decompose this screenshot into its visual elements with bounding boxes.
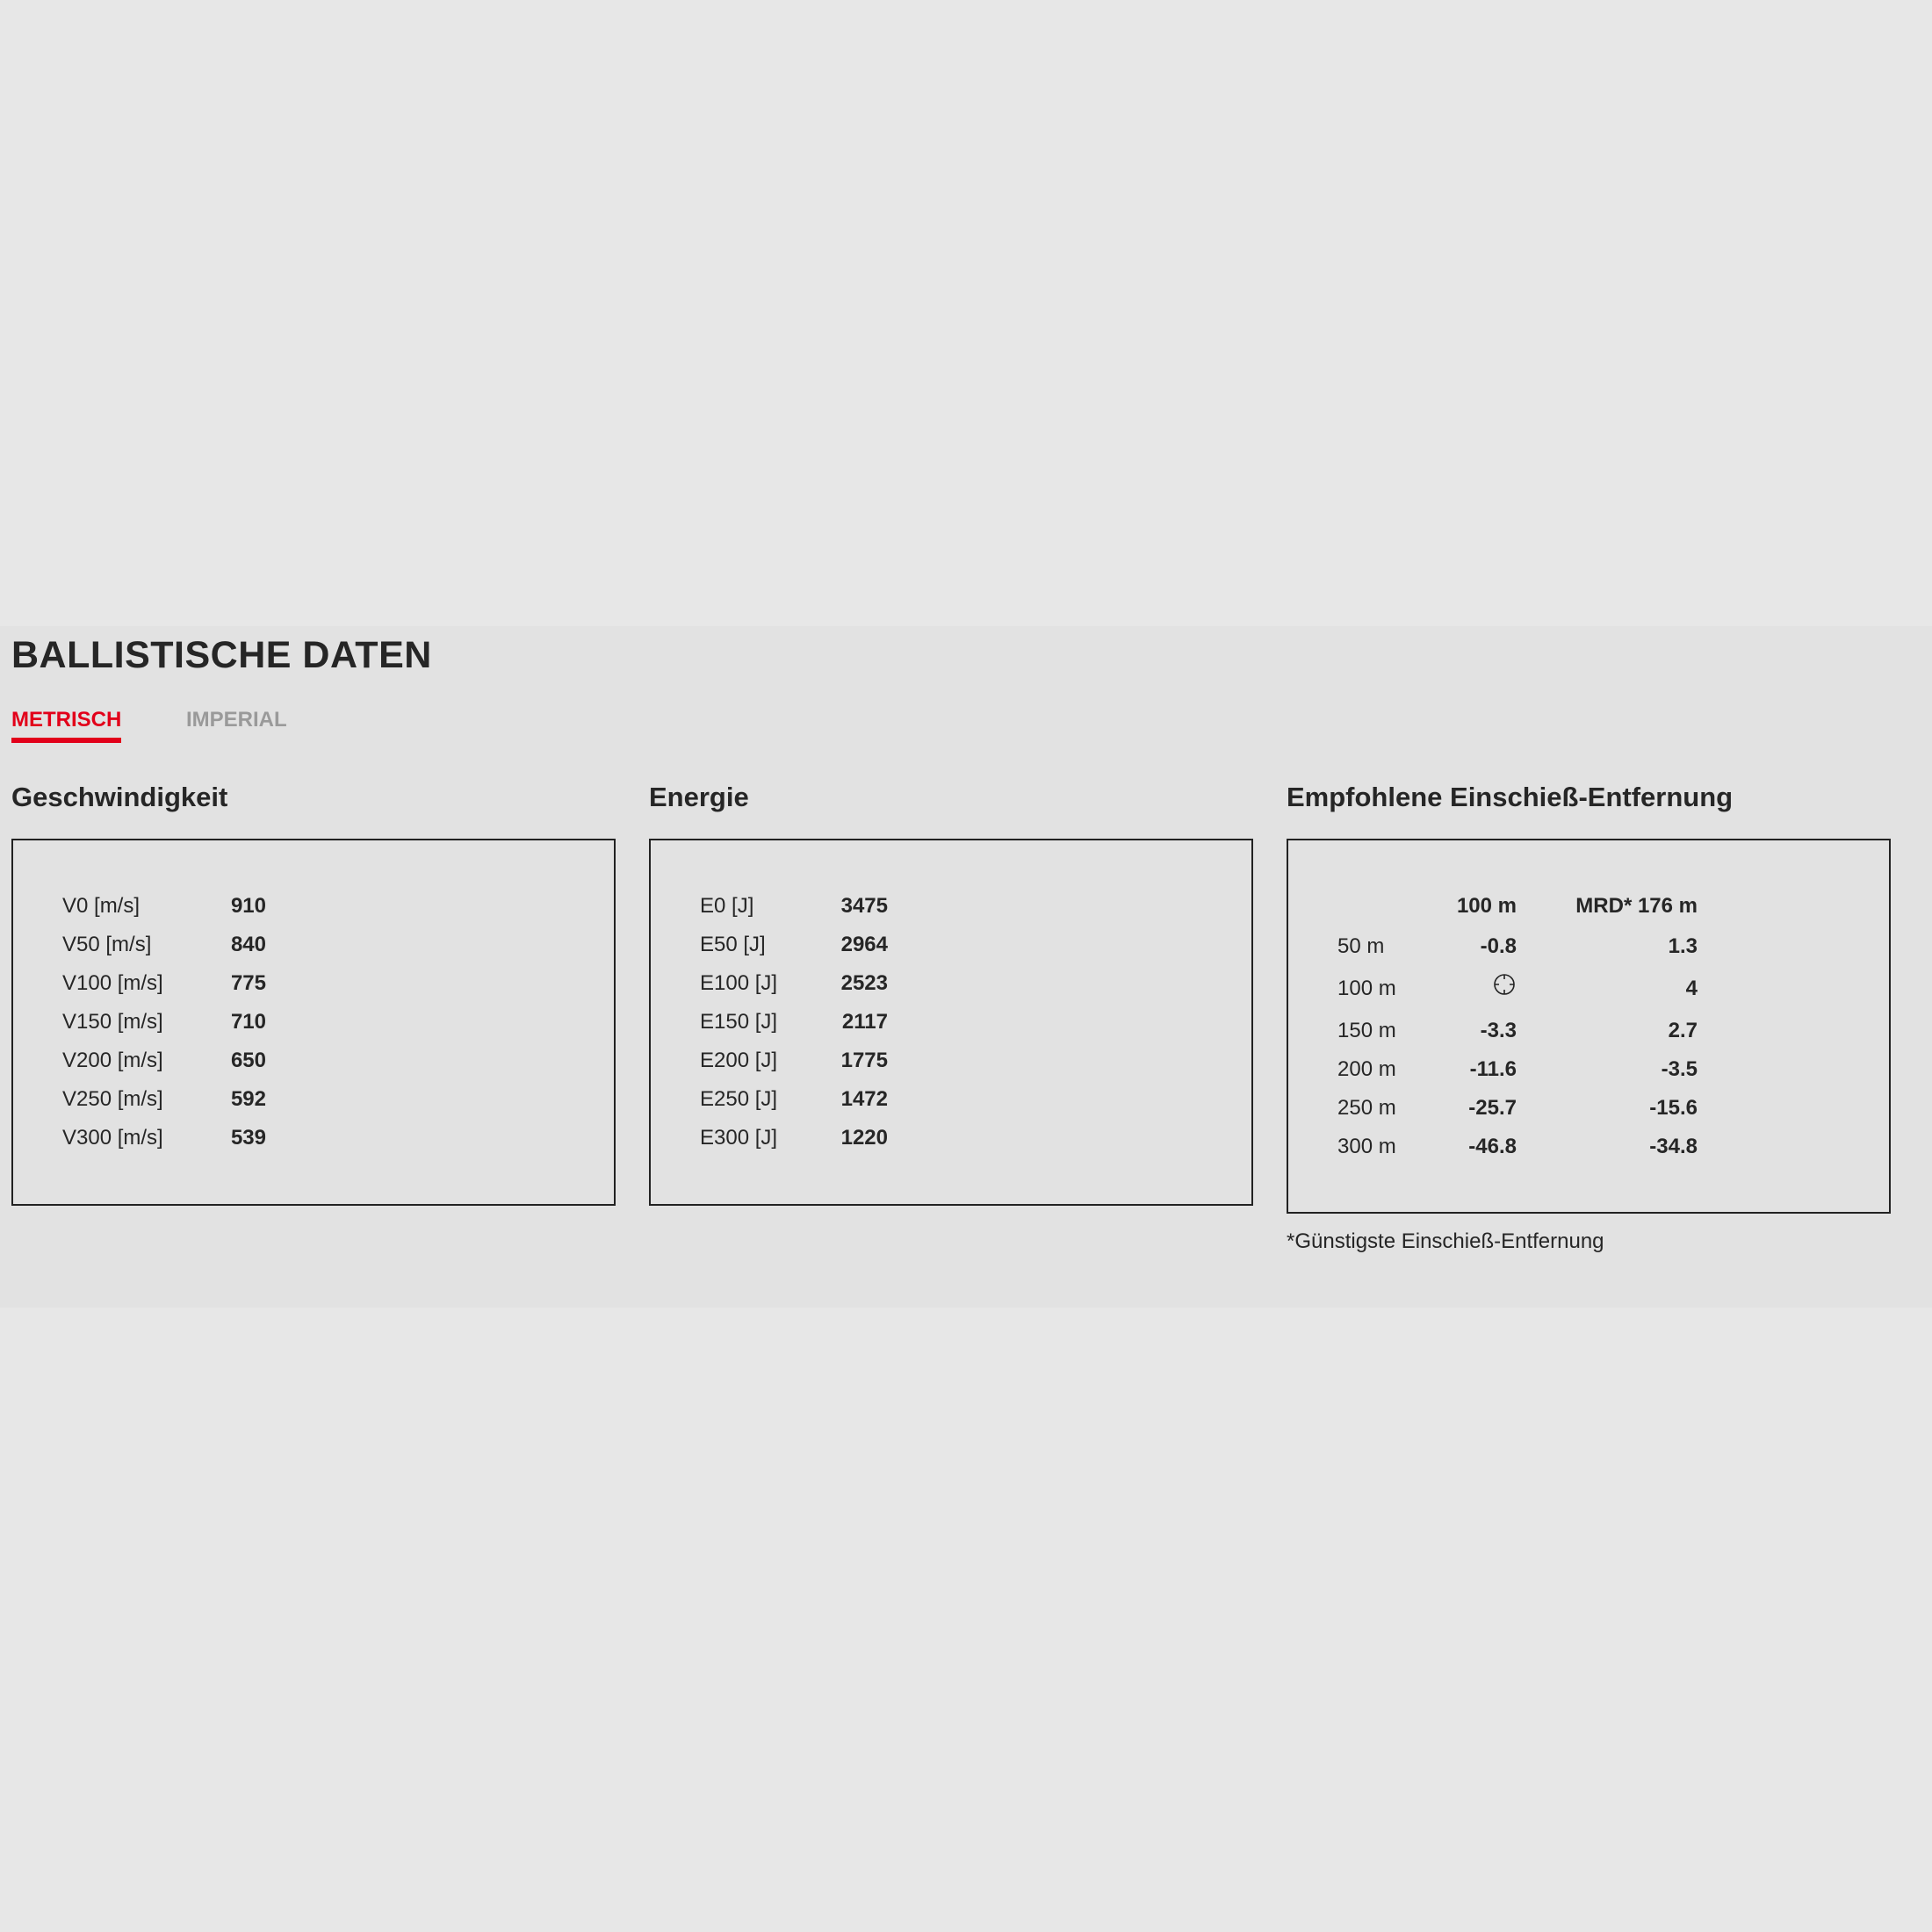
row-label: 200 m [1337, 1057, 1396, 1081]
row-label: E100 [J] [700, 971, 778, 995]
table-row: 300 m -46.8 -34.8 [1288, 1134, 1889, 1160]
table-row: V50 [m/s] 840 [13, 932, 614, 958]
energy-heading: Energie [649, 782, 749, 812]
row-label: E150 [J] [700, 1010, 778, 1034]
velocity-heading: Geschwindigkeit [11, 782, 228, 812]
cell-value: -3.3 [1480, 1019, 1517, 1042]
row-label: E200 [J] [700, 1049, 778, 1072]
row-label: V50 [m/s] [62, 933, 152, 956]
cell-value: -15.6 [1649, 1096, 1698, 1120]
table-row: 150 m -3.3 2.7 [1288, 1018, 1889, 1044]
table-header-row: 100 m MRD* 176 m [1288, 893, 1889, 919]
row-label: 150 m [1337, 1019, 1396, 1042]
row-value: 539 [230, 1126, 266, 1150]
row-value: 1775 [840, 1049, 888, 1072]
row-label: V250 [m/s] [62, 1087, 163, 1111]
cell-value: -25.7 [1468, 1096, 1517, 1120]
cell-value: -11.6 [1469, 1057, 1517, 1081]
row-label: 100 m [1337, 977, 1396, 1000]
cell-value: -0.8 [1480, 934, 1517, 958]
tab-metric[interactable]: METRISCH [11, 708, 122, 743]
row-value: 1220 [840, 1126, 888, 1150]
table-row: E0 [J] 3475 [651, 893, 1251, 919]
cell-value: 2.7 [1668, 1019, 1698, 1042]
velocity-table: V0 [m/s] 910 V50 [m/s] 840 V100 [m/s] 775 V150… [11, 839, 616, 1206]
row-label: 50 m [1337, 934, 1385, 958]
row-label: E300 [J] [700, 1126, 778, 1150]
table-row: V0 [m/s] 910 [13, 893, 614, 919]
section-title: BALLISTISCHE DATEN [11, 634, 432, 676]
row-label: V200 [m/s] [62, 1049, 163, 1072]
row-label: V150 [m/s] [62, 1010, 163, 1034]
table-row: E300 [J] 1220 [651, 1125, 1251, 1151]
row-value: 3475 [840, 894, 888, 918]
table-row: V200 [m/s] 650 [13, 1048, 614, 1074]
row-value: 1472 [840, 1087, 888, 1111]
row-value: 650 [230, 1049, 266, 1072]
crosshair-icon [1492, 972, 1517, 1004]
cell-value: -3.5 [1661, 1057, 1698, 1081]
row-value: 2117 [841, 1010, 888, 1034]
tab-imperial[interactable]: IMPERIAL [186, 708, 287, 732]
row-value: 710 [230, 1010, 266, 1034]
row-value: 775 [230, 971, 266, 995]
row-label: 250 m [1337, 1096, 1396, 1120]
row-value: 840 [230, 933, 266, 956]
table-row: 200 m -11.6 -3.5 [1288, 1056, 1889, 1083]
row-value: 2964 [840, 933, 888, 956]
table-row: V100 [m/s] 775 [13, 970, 614, 997]
table-row: E250 [J] 1472 [651, 1086, 1251, 1113]
row-label: V300 [m/s] [62, 1126, 163, 1150]
row-label: E0 [J] [700, 894, 754, 918]
table-row: 50 m -0.8 1.3 [1288, 934, 1889, 960]
energy-table: E0 [J] 3475 E50 [J] 2964 E100 [J] 2523 E150 [J… [649, 839, 1253, 1206]
cell-value: 1.3 [1668, 934, 1698, 958]
table-row: V300 [m/s] 539 [13, 1125, 614, 1151]
footnote: *Günstigste Einschieß-Entfernung [1287, 1229, 1604, 1253]
row-label: V100 [m/s] [62, 971, 163, 995]
zero-heading: Empfohlene Einschieß-Entfernung [1287, 782, 1734, 812]
table-row: E150 [J] 2117 [651, 1009, 1251, 1035]
table-row: E200 [J] 1775 [651, 1048, 1251, 1074]
row-label: V0 [m/s] [62, 894, 141, 918]
row-value: 2523 [840, 971, 888, 995]
ballistics-section [0, 626, 1932, 1308]
column-header: 100 m [1456, 894, 1517, 918]
row-label: E50 [J] [700, 933, 766, 956]
cell-value: 4 [1685, 977, 1698, 1000]
table-row: 250 m -25.7 -15.6 [1288, 1095, 1889, 1121]
row-label: 300 m [1337, 1135, 1396, 1158]
table-row: 100 m 4 [1288, 974, 1889, 1002]
row-value: 592 [230, 1087, 266, 1111]
table-row: V150 [m/s] 710 [13, 1009, 614, 1035]
cell-value: -34.8 [1649, 1135, 1698, 1158]
column-header: MRD* 176 m [1575, 894, 1698, 918]
table-row: E100 [J] 2523 [651, 970, 1251, 997]
table-row: E50 [J] 2964 [651, 932, 1251, 958]
cell-value: -46.8 [1468, 1135, 1517, 1158]
row-label: E250 [J] [700, 1087, 778, 1111]
table-row: V250 [m/s] 592 [13, 1086, 614, 1113]
row-value: 910 [230, 894, 266, 918]
zero-table: 100 m MRD* 176 m 50 m -0.8 1.3 100 m 4 150 m -3.… [1287, 839, 1891, 1214]
